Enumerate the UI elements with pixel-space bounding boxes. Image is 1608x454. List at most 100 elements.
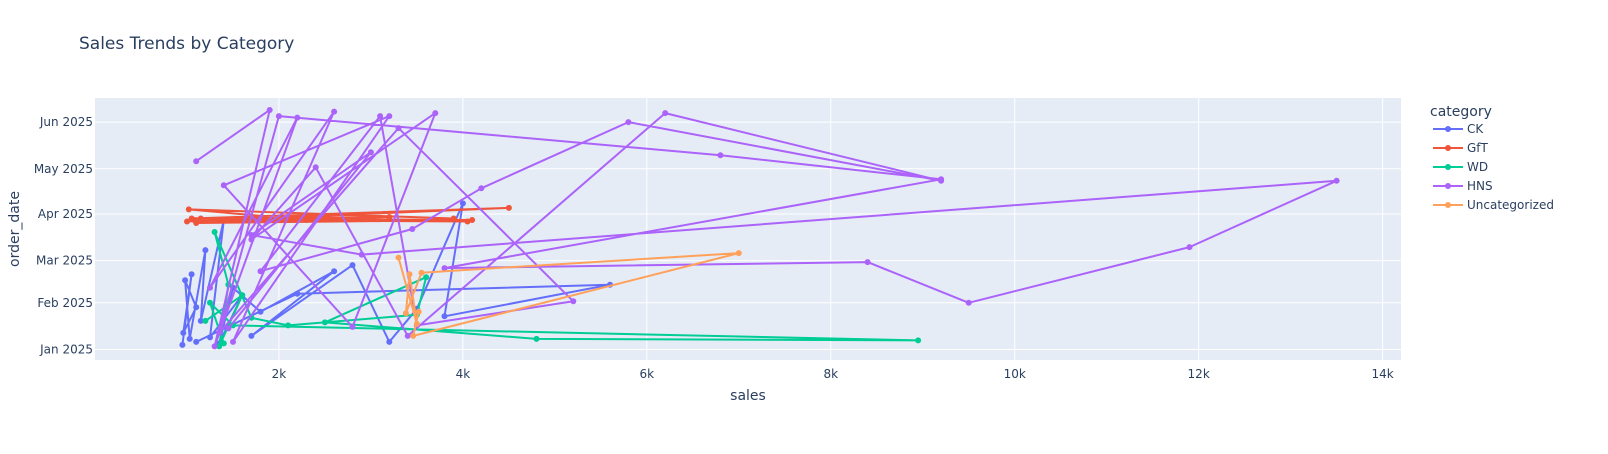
data-point-hns[interactable]: [275, 113, 282, 120]
data-point-uncategorized[interactable]: [418, 269, 425, 276]
data-point-ck[interactable]: [179, 341, 186, 348]
data-point-hns[interactable]: [211, 343, 218, 350]
data-point-wd[interactable]: [239, 292, 246, 299]
data-point-hns[interactable]: [478, 185, 485, 192]
data-point-hns[interactable]: [193, 158, 200, 165]
data-point-ck[interactable]: [197, 317, 204, 324]
data-point-hns[interactable]: [312, 164, 319, 171]
data-point-wd[interactable]: [207, 299, 213, 306]
data-point-hns[interactable]: [717, 152, 724, 159]
data-point-uncategorized[interactable]: [415, 308, 422, 315]
data-point-gft[interactable]: [505, 204, 512, 211]
y-tick-label: Jun 2025: [39, 115, 93, 129]
data-point-hns[interactable]: [207, 284, 213, 291]
data-point-hns[interactable]: [358, 251, 365, 258]
y-axis-ticks: Jan 2025 Feb 2025 Mar 2025 Apr 2025 May 2025…: [34, 115, 93, 356]
data-point-ck[interactable]: [182, 277, 189, 284]
data-point-uncategorized[interactable]: [402, 310, 409, 317]
data-point-hns[interactable]: [938, 176, 945, 183]
data-point-ck[interactable]: [202, 247, 209, 254]
legend-marker-wd: [1445, 164, 1451, 170]
data-point-ck[interactable]: [459, 200, 466, 207]
data-point-wd[interactable]: [216, 343, 223, 350]
data-point-ck[interactable]: [349, 262, 356, 269]
data-point-hns[interactable]: [1186, 244, 1193, 251]
data-point-uncategorized[interactable]: [395, 254, 402, 261]
data-point-hns[interactable]: [248, 232, 255, 238]
data-point-hns[interactable]: [367, 149, 374, 156]
x-tick-label: 6k: [640, 367, 655, 381]
data-point-wd[interactable]: [211, 229, 218, 235]
data-point-hns[interactable]: [331, 108, 338, 115]
y-tick-label: Mar 2025: [36, 254, 93, 268]
legend-item-uncategorized[interactable]: Uncategorized: [1433, 198, 1554, 212]
data-point-ck[interactable]: [331, 268, 338, 275]
data-point-gft[interactable]: [386, 214, 393, 220]
data-point-hns[interactable]: [1333, 177, 1340, 184]
series-layer: [179, 107, 1340, 350]
data-point-hns[interactable]: [409, 226, 416, 232]
x-tick-label: 8k: [823, 367, 838, 381]
data-point-hns[interactable]: [625, 119, 632, 126]
data-point-uncategorized[interactable]: [410, 332, 417, 339]
data-point-ck[interactable]: [294, 290, 301, 297]
data-point-hns[interactable]: [349, 323, 356, 330]
data-point-wd[interactable]: [423, 274, 430, 281]
data-point-ck[interactable]: [193, 304, 200, 311]
data-point-hns[interactable]: [294, 114, 301, 121]
data-point-hns[interactable]: [441, 265, 448, 272]
legend-item-hns[interactable]: HNS: [1433, 179, 1493, 193]
data-point-wd[interactable]: [202, 317, 209, 324]
data-point-uncategorized[interactable]: [413, 320, 420, 327]
legend-label-uncategorized: Uncategorized: [1467, 198, 1554, 212]
data-point-ck[interactable]: [207, 334, 213, 341]
data-point-gft[interactable]: [185, 206, 192, 213]
legend-marker-gft: [1445, 145, 1451, 151]
legend-item-ck[interactable]: CK: [1433, 122, 1484, 136]
data-point-hns[interactable]: [432, 110, 439, 117]
data-point-gft[interactable]: [464, 218, 471, 225]
data-point-hns[interactable]: [225, 325, 232, 332]
data-point-hns[interactable]: [404, 332, 411, 339]
data-point-ck[interactable]: [386, 338, 393, 345]
data-point-wd[interactable]: [285, 322, 292, 329]
legend-item-gft[interactable]: GfT: [1433, 141, 1489, 155]
data-point-hns[interactable]: [248, 236, 255, 243]
data-point-ck[interactable]: [186, 335, 193, 342]
data-point-hns[interactable]: [266, 107, 273, 113]
data-point-wd[interactable]: [533, 335, 540, 342]
data-point-hns[interactable]: [377, 113, 384, 120]
data-point-hns[interactable]: [864, 259, 871, 266]
data-point-hns[interactable]: [230, 338, 236, 345]
data-point-uncategorized[interactable]: [735, 250, 742, 257]
data-point-hns[interactable]: [257, 268, 264, 275]
data-point-ck[interactable]: [441, 313, 448, 320]
data-point-hns[interactable]: [662, 110, 669, 117]
chart-title: Sales Trends by Category: [79, 34, 294, 54]
data-point-gft[interactable]: [184, 218, 190, 225]
legend-item-wd[interactable]: WD: [1433, 160, 1488, 174]
data-point-hns[interactable]: [386, 113, 393, 120]
data-point-ck[interactable]: [188, 271, 195, 278]
data-point-gft[interactable]: [191, 217, 198, 223]
data-point-ck[interactable]: [248, 332, 255, 339]
data-point-hns[interactable]: [965, 299, 972, 306]
data-point-uncategorized[interactable]: [406, 271, 413, 278]
data-point-ck[interactable]: [257, 308, 264, 315]
x-tick-label: 10k: [1004, 367, 1026, 381]
data-point-wd[interactable]: [915, 337, 922, 344]
data-point-ck[interactable]: [180, 329, 187, 336]
series-uncategorized: [395, 250, 742, 339]
data-point-gft[interactable]: [303, 217, 310, 223]
data-point-hns[interactable]: [570, 298, 577, 305]
data-point-gft[interactable]: [450, 215, 457, 222]
data-point-hns[interactable]: [220, 182, 227, 189]
data-point-hns[interactable]: [216, 329, 223, 336]
data-point-hns[interactable]: [395, 125, 402, 132]
data-point-wd[interactable]: [220, 340, 227, 347]
data-point-gft[interactable]: [469, 217, 476, 223]
data-point-ck[interactable]: [193, 338, 200, 345]
data-point-wd[interactable]: [321, 319, 328, 326]
data-point-gft[interactable]: [197, 215, 204, 222]
